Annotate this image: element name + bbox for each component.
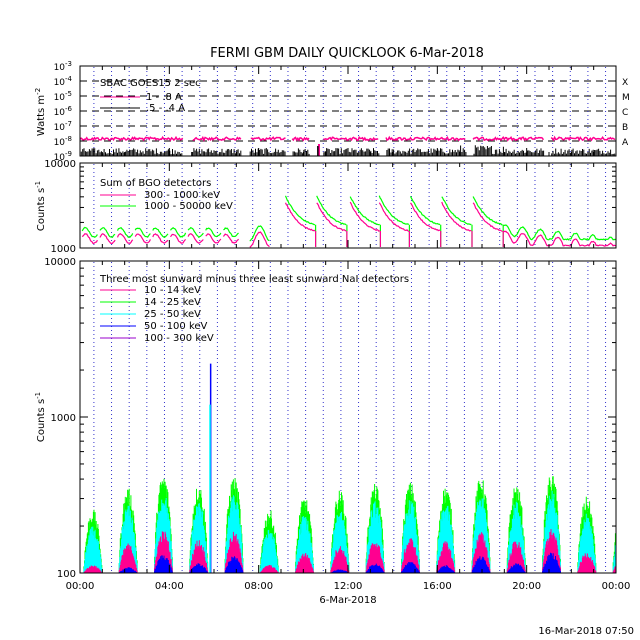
goes-y-ticks: 10-3 10-4 10-5 10-6 10-7 10-8 10-9 [54, 60, 616, 163]
x-tick-label: 12:00 [334, 581, 363, 592]
nai-y-tick-label: 100 [57, 569, 76, 580]
goes-class-label: X [622, 78, 628, 88]
footer-timestamp: 16-Mar-2018 07:50 [538, 626, 634, 637]
goes-long-channel-trace [79, 135, 616, 142]
x-tick-label: 00:00 [66, 581, 95, 592]
goes-y-tick-label: 10-6 [54, 105, 73, 118]
bgo-legend-label: 1000 - 50000 keV [144, 201, 233, 212]
x-tick-label: 04:00 [155, 581, 184, 592]
bgo-legend-title: Sum of BGO detectors [100, 178, 211, 189]
bgo-legend-label: 300 - 1000 keV [144, 190, 220, 201]
bgo-y-ticks: 10000 1000 [44, 159, 616, 255]
goes-orbit-markers [93, 67, 607, 155]
bgo-y-tick-label: 1000 [51, 244, 76, 255]
nai-50-100-trace [118, 552, 561, 573]
goes-y-tick-label: 10-3 [54, 60, 72, 73]
goes-class-label: M [622, 93, 630, 103]
goes-legend-label: 1 - .8 A [146, 92, 182, 103]
nai-legend-label: 10 - 14 keV [144, 285, 201, 296]
x-tick-label: 08:00 [244, 581, 273, 592]
goes-legend-label: .5 - .4 A [146, 103, 185, 114]
nai-legend-label: 14 - 25 keV [144, 297, 201, 308]
x-tick-label: 16:00 [423, 581, 452, 592]
goes-y-tick-label: 10-4 [54, 75, 73, 88]
goes-class-lines [80, 80, 616, 142]
bgo-y-tick-label: 10000 [44, 159, 76, 170]
x-axis-ticks: 00:00 04:00 08:00 12:00 16:00 20:00 00:00 [66, 66, 631, 592]
goes-y-tick-label: 10-8 [54, 135, 72, 148]
nai-y-ticks: 10000 1000 100 [44, 257, 616, 580]
goes-y-tick-label: 10-9 [54, 150, 72, 163]
nai-legend-label: 50 - 100 keV [144, 321, 208, 332]
goes-y-tick-label: 10-5 [54, 90, 72, 103]
bgo-low-energy-trace [81, 201, 616, 248]
goes-class-label: B [622, 123, 628, 133]
bgo-y-axis-label: Counts s-1 [34, 181, 47, 231]
goes-y-axis-label: Watts m-2 [34, 88, 47, 136]
goes-class-label: A [622, 138, 629, 148]
goes-legend: 1 - .8 A.5 - .4 A [100, 92, 185, 114]
nai-y-axis-label: Counts s-1 [34, 392, 47, 442]
nai-y-tick-label: 1000 [51, 413, 76, 424]
nai-y-tick-label: 10000 [44, 257, 76, 268]
nai-data-traces [83, 363, 617, 573]
bgo-data-traces [81, 195, 617, 248]
nai-legend-label: 25 - 50 keV [144, 309, 201, 320]
x-tick-label: 00:00 [602, 581, 631, 592]
nai-legend-label: 100 - 300 keV [144, 333, 214, 344]
x-tick-label: 20:00 [512, 581, 541, 592]
goes-class-label: C [622, 108, 628, 118]
chart-title: FERMI GBM DAILY QUICKLOOK 6-Mar-2018 [210, 46, 484, 61]
goes-legend-title: SBAC GOES15 2 sec [100, 78, 201, 89]
x-axis-label: 6-Mar-2018 [319, 595, 376, 606]
nai-legend-title: Three most sunward minus three least sun… [99, 274, 409, 285]
goes-y-tick-label: 10-7 [54, 120, 72, 133]
